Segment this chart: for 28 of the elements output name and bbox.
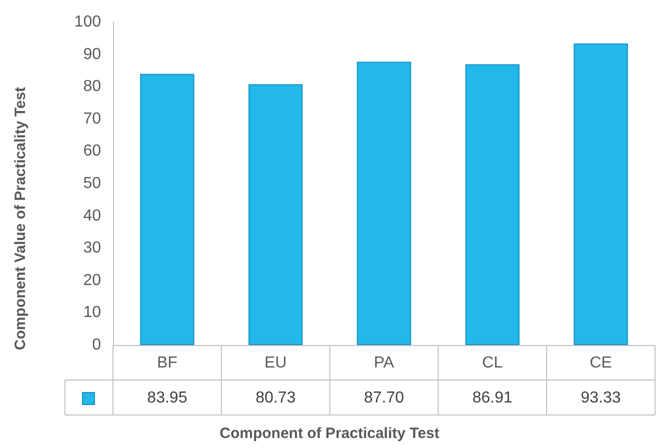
bar	[465, 64, 520, 345]
y-tick-label: 60	[83, 142, 102, 160]
y-tick-label: 20	[83, 272, 102, 289]
bar	[248, 84, 303, 345]
y-tick-label: 90	[83, 46, 102, 63]
y-axis-title: Component Value of Practicality Test	[12, 86, 29, 350]
y-tick-label: 0	[92, 336, 102, 354]
data-label: 86.91	[472, 390, 513, 406]
y-tick-label: 70	[83, 110, 102, 128]
bar	[574, 44, 628, 345]
y-tick-label: 40	[83, 207, 102, 224]
bar	[356, 62, 412, 345]
x-tick-label: PA	[374, 354, 394, 372]
x-tick-label: BF	[156, 354, 178, 372]
y-tick-label: 80	[83, 78, 102, 96]
y-tick-label: 10	[83, 304, 102, 322]
data-label: 80.73	[256, 390, 296, 406]
x-tick-label: CL	[482, 354, 503, 372]
y-tick-label: 100	[74, 14, 102, 30]
y-tick-label: 50	[83, 175, 102, 192]
data-label: 83.95	[147, 390, 188, 406]
bar	[140, 74, 194, 345]
y-tick-label: 30	[83, 240, 102, 257]
data-label: 93.33	[580, 390, 621, 406]
x-tick-label: CE	[590, 354, 612, 372]
x-axis-title: Component of Practicality Test	[220, 425, 440, 442]
data-label: 87.70	[364, 390, 404, 406]
x-tick-label: EU	[264, 354, 287, 372]
